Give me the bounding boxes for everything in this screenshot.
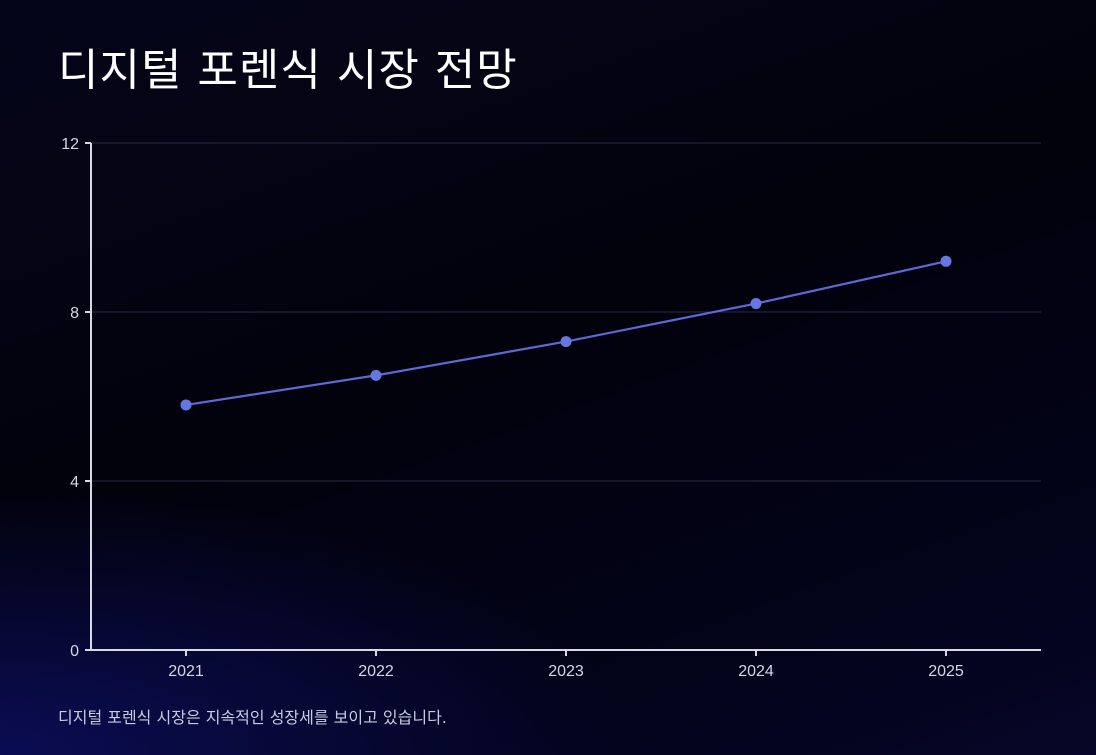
series-polyline <box>185 260 947 407</box>
tick-labels: 0 4 8 12 2021 2022 2023 2024 2025 <box>61 136 964 680</box>
y-tick-label: 12 <box>61 136 79 153</box>
data-point-2024 <box>750 298 762 310</box>
x-tick-label: 2025 <box>928 663 964 680</box>
y-tick-label: 0 <box>70 643 79 660</box>
grid-lines <box>91 142 1041 482</box>
data-point-2025 <box>940 255 952 267</box>
y-tick-label: 4 <box>70 474 79 491</box>
x-tick-label: 2022 <box>358 663 394 680</box>
series-line <box>185 260 947 407</box>
x-tick-label: 2024 <box>738 663 774 680</box>
data-points <box>180 255 952 411</box>
page-title: 디지털 포렌식 시장 전망 <box>58 45 518 96</box>
axes <box>85 142 1041 656</box>
y-tick-label: 8 <box>70 305 79 322</box>
x-tick-label: 2021 <box>168 663 204 680</box>
data-point-2021 <box>180 399 192 411</box>
data-point-2023 <box>560 336 572 348</box>
chart-caption: 디지털 포렌식 시장은 지속적인 성장세를 보이고 있습니다. <box>58 708 447 727</box>
data-point-2022 <box>370 369 382 381</box>
x-tick-label: 2023 <box>548 663 584 680</box>
line-chart: 0 4 8 12 2021 2022 2023 2024 2025 <box>61 136 1041 680</box>
